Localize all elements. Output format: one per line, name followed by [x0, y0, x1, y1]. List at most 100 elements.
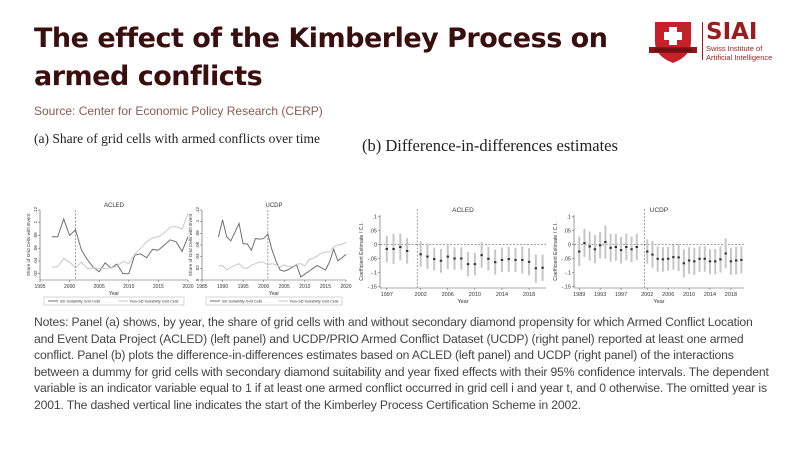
coefficient-estimate	[646, 250, 649, 253]
coefficient-estimate	[740, 258, 743, 261]
x-tick-label: 1993	[594, 292, 606, 298]
y-tick-label: .05	[369, 228, 377, 234]
x-tick-label: 2002	[641, 292, 653, 298]
coefficient-estimate	[473, 263, 477, 266]
coefficient-estimate	[698, 257, 701, 260]
coefficient-estimate	[446, 255, 449, 258]
coefficient-estimate	[651, 253, 654, 256]
y-tick-label: -.1	[371, 271, 377, 277]
coefficient-estimate	[656, 257, 659, 260]
y-tick-label: .1	[566, 214, 571, 220]
coefficient-estimate	[426, 255, 429, 258]
coefficient-estimate	[677, 256, 680, 259]
y-tick-label: .08	[33, 232, 38, 239]
coefficient-estimate	[578, 250, 581, 253]
y-tick-label: 0	[568, 242, 571, 248]
coefficient-estimate	[635, 246, 638, 249]
logo-subtitle: Swiss Institute of Artificial Intelligen…	[706, 44, 796, 62]
coefficient-estimate	[419, 253, 422, 256]
ucdp-share-chart: UCDP 0 .02 .04 .06 .08 .1 .12 1985 1990 1995 2000 20…	[188, 203, 352, 306]
x-tick-label: 1997	[615, 292, 627, 298]
sd-suitability-series-line	[51, 217, 189, 275]
x-tick-label: 2015	[320, 284, 331, 290]
coefficient-estimate	[385, 247, 388, 250]
y-tick-label: -.1	[565, 271, 571, 277]
logo-divider	[702, 22, 703, 60]
coefficient-estimate	[609, 246, 612, 249]
coefficient-estimate	[453, 257, 456, 260]
y-tick-label: -.05	[368, 257, 377, 263]
x-tick-label: 2014	[704, 292, 716, 298]
x-tick-label: 2020	[340, 284, 351, 290]
y-tick-label: .04	[195, 253, 200, 260]
sd-suitability-series-line	[217, 219, 347, 278]
y-tick-label: -.15	[562, 285, 571, 291]
coefficient-estimate	[593, 248, 597, 251]
x-tick-label: 2005	[279, 284, 290, 290]
chart-title: ACLED	[452, 207, 474, 214]
y-tick-label: .06	[33, 245, 38, 252]
coefficient-estimate	[719, 258, 722, 261]
coefficient-estimate	[534, 267, 538, 270]
y-tick-label: .08	[195, 230, 200, 237]
non-sd-suitability-series-line	[51, 213, 189, 270]
coefficient-estimate	[604, 240, 607, 243]
coefficient-estimate	[405, 249, 409, 252]
y-tick-label: .06	[195, 241, 200, 248]
acled-share-chart: ACLED .02 .04 .06 .08 .1 .12 1995 2000 2005 2010 20…	[26, 203, 194, 306]
coefficient-estimate	[734, 259, 738, 262]
legend-box	[205, 296, 343, 306]
x-tick-label: 1995	[238, 284, 249, 290]
coefficient-estimate	[493, 261, 497, 264]
chart-title: UCDP	[650, 207, 668, 214]
x-tick-label: 2010	[683, 292, 695, 298]
coefficient-estimate	[583, 242, 586, 245]
y-tick-label: -.05	[562, 257, 571, 263]
coefficient-estimate	[661, 258, 665, 261]
coefficient-estimate	[598, 244, 602, 247]
coefficient-estimate	[614, 246, 618, 249]
coefficient-estimate	[541, 266, 544, 269]
x-tick-label: 2015	[153, 284, 164, 290]
legend-label: SD Suitability Grid Cells	[222, 300, 262, 304]
source-text: Source: Center for Economic Policy Resea…	[34, 104, 323, 118]
x-tick-label: 2010	[123, 284, 134, 290]
y-axis-label: Share of Grid Cells with Event	[188, 213, 193, 276]
x-tick-label: 2002	[415, 292, 427, 298]
x-tick-label: 2020	[182, 284, 193, 290]
coefficient-estimate	[703, 257, 706, 260]
y-tick-label: .12	[33, 206, 38, 213]
coefficient-estimate	[682, 262, 686, 265]
y-tick-label: .1	[33, 220, 38, 224]
coefficient-estimate	[480, 254, 483, 257]
x-tick-label: 2000	[64, 284, 75, 290]
y-tick-label: .12	[195, 206, 200, 213]
y-tick-label: .1	[372, 214, 377, 220]
non-sd-suitability-series-line	[218, 241, 347, 271]
y-tick-label: 0	[195, 278, 200, 281]
x-axis-label: Year	[109, 291, 119, 297]
coefficient-estimate	[392, 247, 395, 250]
acled-did-chart: ACLED -.15 -.1 -.05 0 .05 .1 1997 2002 2006 2010 20…	[359, 207, 546, 305]
x-tick-label: 2018	[725, 292, 737, 298]
chart-title: UCDP	[265, 203, 282, 209]
x-axis-label: Year	[457, 299, 468, 305]
legend-box	[43, 296, 185, 306]
coefficient-estimate	[630, 248, 633, 251]
coefficient-estimate	[588, 245, 591, 248]
x-tick-label: 1997	[381, 292, 393, 298]
coefficient-estimate	[466, 263, 470, 266]
logo-name: SIAI	[706, 19, 758, 45]
legend-label: Non-SD Suitability Grid Cells	[290, 300, 339, 304]
coefficient-estimate	[708, 260, 712, 263]
legend-label: Non-SD Suitability Grid Cells	[130, 300, 179, 304]
coefficient-estimate	[399, 246, 402, 249]
x-tick-label: 2006	[662, 292, 674, 298]
x-tick-label: 2010	[469, 292, 481, 298]
coefficient-estimate	[507, 258, 510, 261]
coefficient-estimate	[460, 257, 463, 260]
y-tick-label: -.15	[368, 285, 377, 291]
logo-subtitle-line1: Swiss Institute of	[706, 44, 763, 53]
legend-label: SD Suitability Grid Cells	[60, 300, 100, 304]
coefficient-estimate	[687, 259, 691, 262]
